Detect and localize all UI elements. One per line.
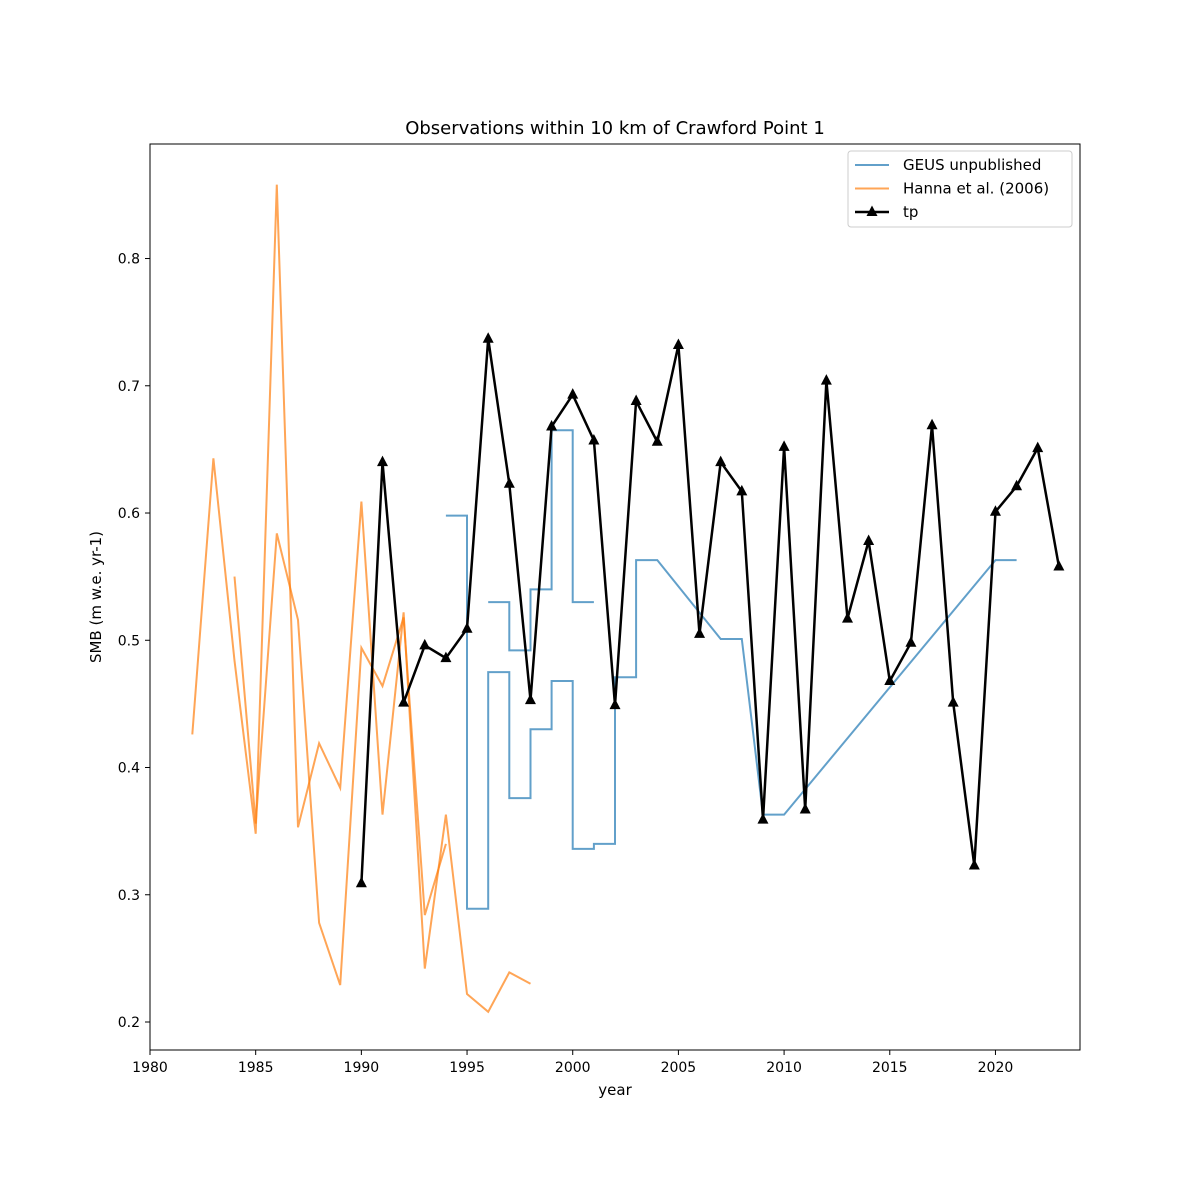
- series-tp-point: [989, 505, 1001, 516]
- series-tp-point: [968, 858, 980, 870]
- y-tick-label: 0.8: [118, 252, 140, 268]
- x-tick-label: 2015: [872, 1060, 908, 1076]
- x-tick-label: 1995: [449, 1060, 485, 1076]
- legend-label: tp: [903, 203, 918, 221]
- series-tp: [355, 332, 1065, 888]
- legend-marker: [866, 205, 878, 216]
- series-tp-point: [947, 696, 959, 707]
- legend-label: Hanna et al. (2006): [903, 180, 1049, 198]
- legend: GEUS unpublished Hanna et al. (2006) tp: [847, 150, 1073, 228]
- series-tp-point: [672, 338, 684, 350]
- plot-area: [191, 184, 1065, 1014]
- series-tp-point: [757, 813, 769, 824]
- series-tp-point: [905, 636, 917, 647]
- legend-item-hanna-et-al-2006: Hanna et al. (2006): [855, 180, 1049, 198]
- series-tp-point: [884, 674, 896, 685]
- y-tick-label: 0.5: [118, 633, 140, 649]
- series-hanna-et-al-2006: [191, 184, 531, 1014]
- series-tp-point: [567, 388, 579, 399]
- series-tp-point: [651, 435, 663, 446]
- series-tp-point: [715, 455, 727, 467]
- series-tp-point: [863, 534, 875, 546]
- x-axis-label: year: [598, 1081, 632, 1099]
- series-tp-point: [820, 374, 832, 385]
- legend-item-geus-unpublished: GEUS unpublished: [855, 156, 1041, 174]
- y-tick-label: 0.3: [118, 888, 140, 904]
- series-tp-point: [355, 876, 367, 888]
- series-hanna-et-al-2006-line-1: [191, 184, 531, 1014]
- legend-item-tp: tp: [855, 203, 918, 221]
- series-tp-point: [609, 698, 621, 710]
- series-tp-point: [524, 693, 536, 705]
- x-tick-label: 2010: [766, 1060, 802, 1076]
- series-tp-line: [360, 338, 1061, 884]
- y-tick-label: 0.2: [118, 1015, 140, 1031]
- series-geus-unpublished-line-2: [488, 429, 594, 652]
- series-tp-point: [398, 696, 410, 707]
- y-tick-label: 0.6: [118, 506, 140, 522]
- legend-label: GEUS unpublished: [903, 156, 1041, 174]
- x-tick-label: 1990: [344, 1060, 380, 1076]
- series-tp-point: [694, 627, 706, 638]
- series-tp-point: [461, 622, 473, 633]
- series-hanna-et-al-2006-line-2: [233, 533, 447, 986]
- series-tp-point: [419, 638, 431, 650]
- series-tp-point: [503, 477, 515, 488]
- x-tick-label: 2005: [661, 1060, 697, 1076]
- x-tick-label: 1980: [132, 1060, 168, 1076]
- x-tick-label: 1985: [238, 1060, 274, 1076]
- series-tp-point: [842, 612, 853, 623]
- series-tp-point: [630, 394, 642, 406]
- series-tp-point: [736, 484, 748, 496]
- x-axis: 1980 1985 1990 1995 2000 2005 2010 2015 2020: [132, 1050, 1013, 1076]
- x-tick-label: 2020: [978, 1060, 1014, 1076]
- y-tick-label: 0.7: [118, 379, 140, 395]
- series-tp-point: [1032, 441, 1044, 453]
- series-tp-point: [588, 433, 600, 445]
- series-tp-point: [799, 803, 811, 814]
- legend-box: [847, 150, 1073, 228]
- series-tp-point: [377, 455, 388, 467]
- y-axis-label: SMB (m w.e. yr-1): [87, 531, 105, 663]
- y-tick-label: 0.4: [118, 761, 140, 777]
- x-tick-label: 2000: [555, 1060, 591, 1076]
- chart-title: Observations within 10 km of Crawford Po…: [405, 118, 825, 139]
- series-geus-unpublished: [445, 429, 1017, 910]
- series-tp-point: [1053, 559, 1065, 571]
- series-tp-point: [778, 440, 790, 451]
- axes-frame: [149, 143, 1081, 1051]
- series-tp-point: [926, 418, 938, 430]
- series-tp-point: [546, 419, 558, 431]
- series-geus-unpublished-line-1: [445, 514, 1017, 910]
- series-tp-point: [482, 332, 494, 343]
- y-axis: 0.2 0.3 0.4 0.5 0.6 0.7 0.8: [118, 252, 150, 1031]
- series-tp-point: [440, 651, 452, 663]
- series-tp-point: [1011, 479, 1023, 491]
